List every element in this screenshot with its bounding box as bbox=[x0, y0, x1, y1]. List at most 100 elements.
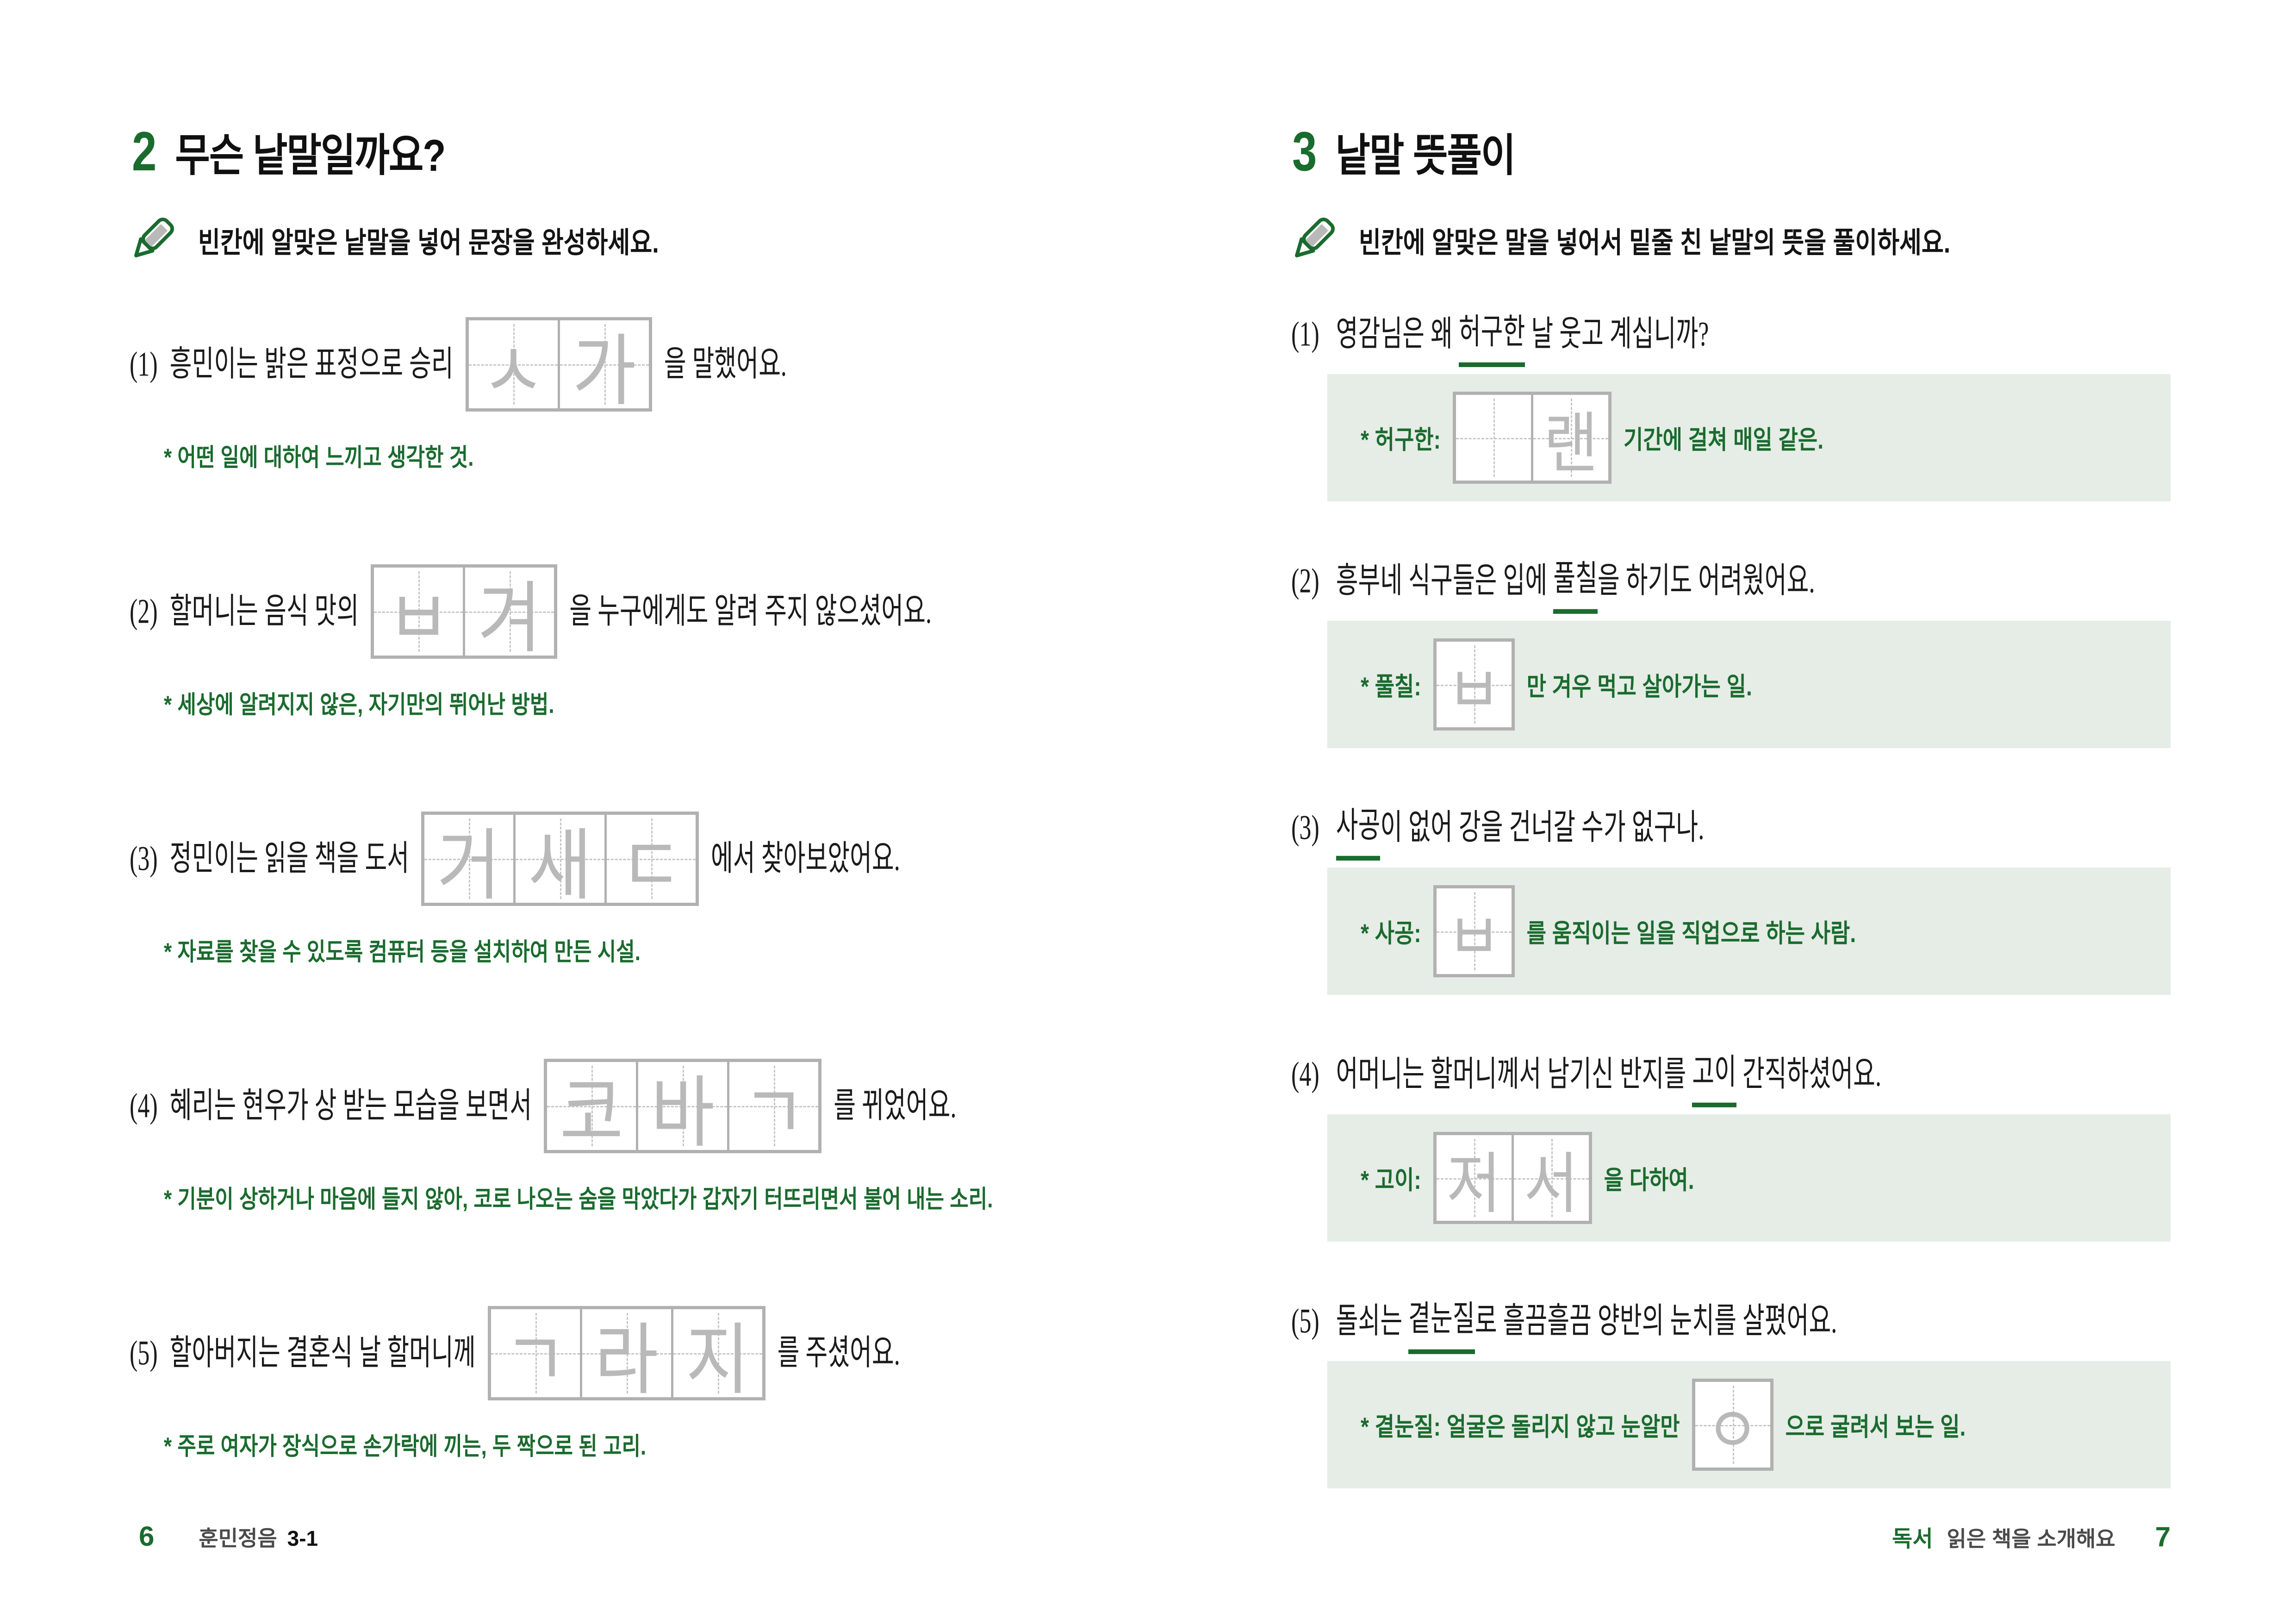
sentence-after-blank: 를 주셨어요. bbox=[777, 1334, 900, 1373]
hint-letter: ㅅ bbox=[481, 329, 545, 415]
question-after-word: 간직하셨어요. bbox=[1736, 1056, 1881, 1094]
definition-suffix: 기간에 걸쳐 매일 같은. bbox=[1623, 425, 1823, 454]
question-before-word: 어머니는 할머니께서 남기신 반지를 bbox=[1336, 1056, 1692, 1094]
writing-cell[interactable]: ㄷ bbox=[604, 815, 696, 909]
word-meaning-item: (2) 흥부네 식구들은 입에 풀칠 을 하기도 어려웠어요. * 풀칠: ㅂ … bbox=[1291, 560, 2175, 751]
grade-label: 3-1 bbox=[287, 1526, 318, 1550]
item-number: (1) bbox=[130, 345, 158, 384]
sentence-before-blank: 혜리는 현우가 상 받는 모습을 보면서 bbox=[169, 1087, 532, 1125]
definition-hint: * 주로 여자가 장식으로 손가락에 끼는, 두 짝으로 된 고리. bbox=[164, 1433, 647, 1461]
underlined-word: 허구한 bbox=[1458, 311, 1525, 367]
instruction-text: 빈칸에 알맞은 말을 넣어서 밑줄 친 낱말의 뜻을 풀이하세요. bbox=[1359, 226, 1951, 259]
writing-cell[interactable]: ㅇ bbox=[1695, 1382, 1770, 1468]
writing-box: ㅇ bbox=[1692, 1379, 1773, 1471]
page-number: 7 bbox=[2155, 1521, 2171, 1552]
writing-cell[interactable]: 새 bbox=[513, 815, 605, 909]
item-number: (4) bbox=[130, 1087, 158, 1125]
definition-label: * 고이: bbox=[1361, 1165, 1421, 1194]
question-sentence: (2) 흥부네 식구들은 입에 풀칠 을 하기도 어려웠어요. bbox=[1291, 560, 2175, 614]
question-sentence: (5) 돌쇠는 곁눈질 로 흘끔흘끔 양반의 눈치를 살폈어요. bbox=[1291, 1300, 2175, 1354]
hint-letter: 저 bbox=[1446, 1147, 1501, 1222]
item-number: (2) bbox=[1291, 562, 1319, 600]
writing-cell[interactable]: ㄱ bbox=[491, 1309, 580, 1404]
question-after-word: 날 웃고 계십니까? bbox=[1525, 315, 1709, 354]
hint-letter: 겨 bbox=[478, 576, 542, 662]
sentence-after-blank: 을 누구에게도 알려 주지 않으셨어요. bbox=[569, 592, 932, 631]
word-meaning-item: (1) 영감님은 왜 허구한 날 웃고 계십니까? * 허구한: 랜 기간에 걸… bbox=[1291, 313, 2175, 505]
definition-suffix: 만 겨우 먹고 살아가는 일. bbox=[1526, 671, 1752, 701]
word-meaning-item: (4) 어머니는 할머니께서 남기신 반지를 고이 간직하셨어요. * 고이: … bbox=[1291, 1054, 2175, 1245]
word-meaning-item: (5) 돌쇠는 곁눈질 로 흘끔흘끔 양반의 눈치를 살폈어요. * 곁눈질: … bbox=[1291, 1300, 2175, 1492]
question-after-word: 로 흘끔흘끔 양반의 눈치를 살폈어요. bbox=[1475, 1302, 1837, 1341]
item-number: (4) bbox=[1291, 1056, 1319, 1094]
writing-cell[interactable]: 겨 bbox=[463, 568, 554, 662]
writing-cell[interactable]: 서 bbox=[1511, 1135, 1589, 1221]
hint-letter: ㅂ bbox=[1446, 900, 1501, 975]
writing-cell[interactable] bbox=[1456, 395, 1531, 481]
writing-cell[interactable]: 저 bbox=[1436, 1135, 1512, 1221]
sentence-after-blank: 에서 찾아보았어요. bbox=[711, 839, 900, 878]
underlined-word: 곁눈질 bbox=[1408, 1298, 1475, 1354]
instruction-text: 빈칸에 알맞은 낱말을 넣어 문장을 완성하세요. bbox=[198, 226, 659, 259]
hint-letter: 서 bbox=[1524, 1147, 1579, 1222]
hint-letter: ㄱ bbox=[742, 1070, 806, 1157]
writing-cell[interactable]: ㅂ bbox=[1436, 888, 1512, 974]
definition-panel: * 곁눈질: 얼굴은 돌리지 않고 눈알만 ㅇ 으로 굴려서 보는 일. bbox=[1327, 1361, 2171, 1488]
hint-letter: 랜 bbox=[1543, 407, 1598, 481]
section-number: 2 bbox=[132, 120, 157, 183]
question-sentence: (1) 영감님은 왜 허구한 날 웃고 계십니까? bbox=[1291, 313, 2175, 367]
definition-label: * 허구한: bbox=[1361, 425, 1441, 454]
hint-letter: 새 bbox=[528, 823, 592, 910]
question-after-word: 이 없어 강을 건너갈 수가 없구나. bbox=[1380, 809, 1705, 847]
hint-letter: 코 bbox=[560, 1070, 624, 1157]
item-number: (5) bbox=[130, 1334, 158, 1373]
sentence-before-blank: 정민이는 읽을 책을 도서 bbox=[169, 839, 410, 878]
right-instruction: 빈칸에 알맞은 말을 넣어서 밑줄 친 낱말의 뜻을 풀이하세요. bbox=[1287, 214, 1950, 266]
hint-letter: 가 bbox=[572, 329, 636, 415]
writing-cell[interactable]: 바 bbox=[636, 1062, 728, 1156]
sentence-before-blank: 할머니는 음식 맛의 bbox=[169, 592, 359, 631]
writing-cell[interactable]: ㅅ bbox=[468, 320, 558, 415]
sentence-before-blank: 할아버지는 결혼식 날 할머니께 bbox=[169, 1334, 476, 1373]
left-section-header: 2 무슨 낱말일까요? bbox=[132, 124, 446, 181]
writing-cell[interactable]: 랜 bbox=[1531, 395, 1608, 481]
definition-suffix: 을 다하여. bbox=[1604, 1165, 1694, 1194]
pencil-icon bbox=[134, 218, 174, 257]
writing-cell[interactable]: 가 bbox=[557, 320, 649, 415]
right-footer: 독서 읽은 책을 소개해요 7 bbox=[1291, 1520, 2171, 1553]
writing-cell[interactable]: 코 bbox=[547, 1062, 636, 1156]
definition-panel: * 사공: ㅂ 를 움직이는 일을 직업으로 하는 사람. bbox=[1327, 868, 2171, 995]
writing-cell[interactable]: 라 bbox=[579, 1309, 671, 1404]
hint-letter: ㄷ bbox=[619, 823, 684, 910]
writing-cell[interactable]: 지 bbox=[671, 1309, 762, 1404]
question-before-word: 돌쇠는 bbox=[1336, 1302, 1409, 1341]
writing-cell[interactable]: ㅂ bbox=[1436, 642, 1512, 728]
definition-label: * 곁눈질: 얼굴은 돌리지 않고 눈알만 bbox=[1361, 1412, 1680, 1441]
definition-hint: * 어떤 일에 대하여 느끼고 생각한 것. bbox=[164, 444, 474, 472]
item-number: (2) bbox=[130, 592, 158, 631]
hint-letter: 라 bbox=[594, 1318, 659, 1404]
section-title: 무슨 낱말일까요? bbox=[175, 131, 446, 181]
writing-cell[interactable]: ㅂ bbox=[374, 568, 463, 662]
item-number: (5) bbox=[1291, 1302, 1319, 1341]
section-title: 낱말 뜻풀이 bbox=[1335, 131, 1516, 181]
right-section-header: 3 낱말 뜻풀이 bbox=[1292, 124, 1516, 181]
hint-letter: ㄱ bbox=[503, 1318, 567, 1404]
item-number: (1) bbox=[1291, 315, 1319, 354]
writing-cell[interactable]: ㄱ bbox=[727, 1062, 819, 1156]
item-number: (3) bbox=[130, 839, 158, 878]
writing-box: ㅂ bbox=[1433, 885, 1515, 977]
question-before-word: 영감님은 왜 bbox=[1336, 315, 1459, 354]
writing-cell[interactable]: 거 bbox=[424, 815, 514, 909]
underlined-word: 고이 bbox=[1692, 1051, 1736, 1107]
